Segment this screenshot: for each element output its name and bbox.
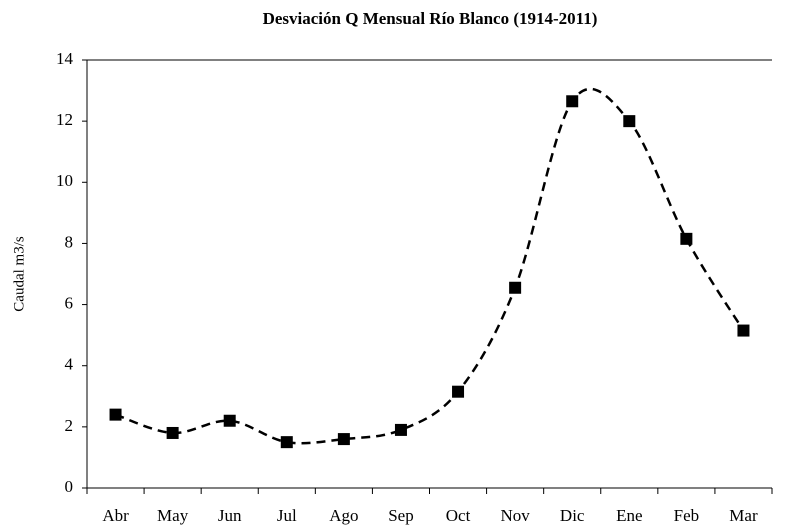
y-tick-label: 14 xyxy=(56,49,74,68)
marker xyxy=(223,414,236,427)
y-tick-label: 12 xyxy=(56,110,73,129)
x-tick-label: May xyxy=(157,506,189,525)
y-tick-label: 10 xyxy=(56,171,73,190)
y-axis-label: Caudal m3/s xyxy=(11,236,27,312)
marker xyxy=(452,385,465,398)
marker xyxy=(337,433,350,446)
marker xyxy=(166,426,179,439)
x-tick-label: Sep xyxy=(388,506,414,525)
marker xyxy=(623,115,636,128)
marker xyxy=(109,408,122,421)
y-tick-label: 0 xyxy=(65,477,74,496)
y-tick-label: 2 xyxy=(65,416,74,435)
x-tick-label: Dic xyxy=(560,506,585,525)
series-line xyxy=(115,87,745,445)
x-tick-label: Jun xyxy=(218,506,242,525)
marker xyxy=(280,436,293,449)
x-tick-label: Nov xyxy=(500,506,530,525)
x-tick-label: Ago xyxy=(329,506,358,525)
x-tick-label: Feb xyxy=(674,506,700,525)
y-tick-label: 4 xyxy=(65,355,74,374)
x-tick-label: Oct xyxy=(446,506,471,525)
marker xyxy=(566,95,579,108)
marker xyxy=(509,281,522,294)
marker xyxy=(394,423,407,436)
x-tick-label: Mar xyxy=(729,506,758,525)
x-tick-label: Jul xyxy=(277,506,297,525)
y-tick-label: 8 xyxy=(65,232,74,251)
x-tick-label: Abr xyxy=(102,506,129,525)
y-tick-label: 6 xyxy=(65,293,74,312)
x-tick-label: Ene xyxy=(616,506,642,525)
marker xyxy=(680,232,693,245)
chart-title: Desviación Q Mensual Río Blanco (1914-20… xyxy=(263,9,598,28)
marker xyxy=(737,324,750,337)
